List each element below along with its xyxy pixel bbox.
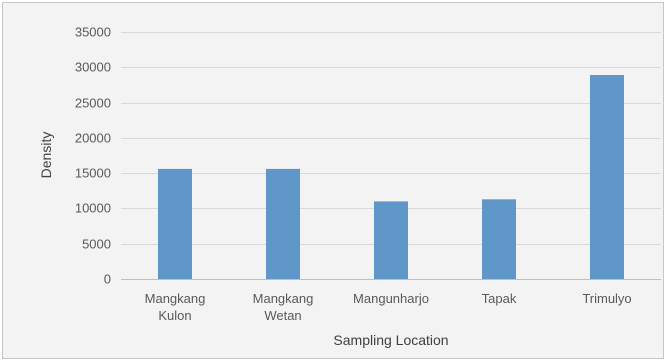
bar xyxy=(482,199,516,279)
y-tick-label: 20000 xyxy=(75,131,111,146)
y-axis-ticks: 0 5000 10000 15000 20000 25000 30000 35000 xyxy=(75,25,111,287)
x-tick-label: Mangkang Kulon xyxy=(145,291,206,323)
chart-frame: 0 5000 10000 15000 20000 25000 30000 35000 Mang… xyxy=(2,2,664,359)
y-tick-label: 5000 xyxy=(82,237,111,252)
x-axis-title: Sampling Location xyxy=(333,332,448,348)
y-tick-label: 25000 xyxy=(75,96,111,111)
bar xyxy=(374,201,408,279)
x-tick-label: Trimulyo xyxy=(582,291,631,306)
bar xyxy=(158,168,192,279)
y-tick-label: 0 xyxy=(104,272,111,287)
x-tick-label: Mangunharjo xyxy=(353,291,429,306)
y-axis-title: Density xyxy=(38,132,54,179)
bars xyxy=(158,75,624,279)
y-tick-label: 30000 xyxy=(75,60,111,75)
x-tick-label: Tapak xyxy=(482,291,517,306)
x-tick-label: Mangkang Wetan xyxy=(253,291,314,323)
x-axis-ticks: Mangkang Kulon Mangkang Wetan Mangunharjo Tap… xyxy=(145,291,632,323)
y-tick-label: 15000 xyxy=(75,166,111,181)
y-tick-label: 35000 xyxy=(75,25,111,40)
bar-chart: 0 5000 10000 15000 20000 25000 30000 35000 Mang… xyxy=(38,25,661,348)
bar xyxy=(266,168,300,279)
bar xyxy=(590,75,624,279)
y-tick-label: 10000 xyxy=(75,201,111,216)
